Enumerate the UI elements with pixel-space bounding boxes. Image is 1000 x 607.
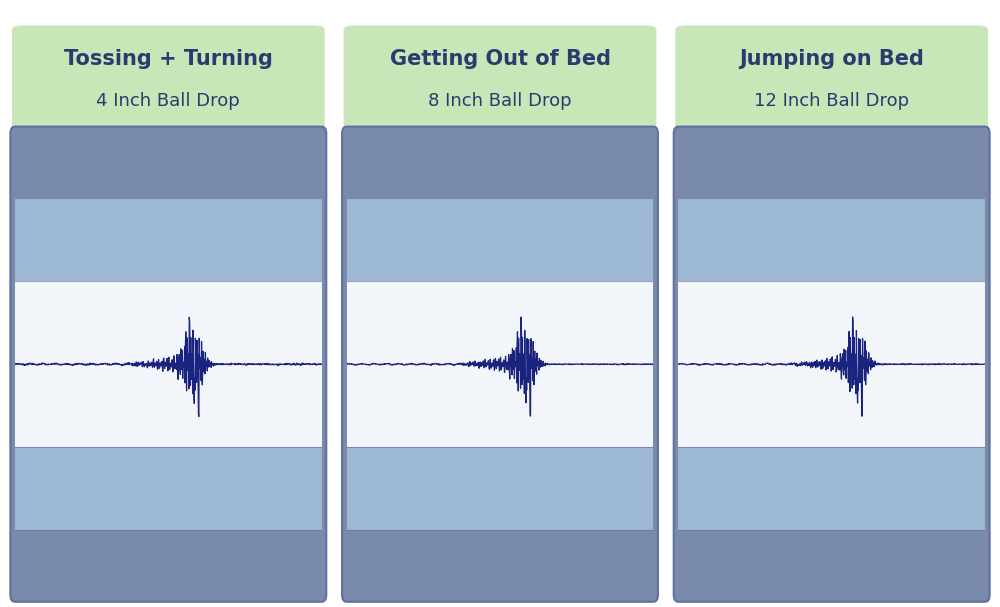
Text: Tossing + Turning: Tossing + Turning — [64, 49, 273, 69]
Bar — [15, 134, 322, 198]
FancyBboxPatch shape — [344, 25, 656, 129]
Bar — [678, 447, 985, 531]
FancyBboxPatch shape — [674, 127, 990, 602]
Bar — [678, 531, 985, 595]
Bar — [15, 531, 322, 595]
Bar — [678, 134, 985, 198]
Text: 12 Inch Ball Drop: 12 Inch Ball Drop — [754, 92, 909, 110]
Text: 8 Inch Ball Drop: 8 Inch Ball Drop — [428, 92, 572, 110]
Text: 4 Inch Ball Drop: 4 Inch Ball Drop — [96, 92, 240, 110]
Text: Getting Out of Bed: Getting Out of Bed — [390, 49, 610, 69]
Bar — [347, 447, 653, 531]
Bar — [678, 281, 985, 447]
Bar — [15, 447, 322, 531]
Bar — [15, 281, 322, 447]
FancyBboxPatch shape — [342, 127, 658, 602]
Bar — [15, 198, 322, 281]
Text: Jumping on Bed: Jumping on Bed — [739, 49, 924, 69]
Bar — [678, 198, 985, 281]
FancyBboxPatch shape — [12, 25, 325, 129]
FancyBboxPatch shape — [675, 25, 988, 129]
FancyBboxPatch shape — [10, 127, 326, 602]
Bar — [347, 198, 653, 281]
Bar — [347, 134, 653, 198]
Bar — [347, 281, 653, 447]
Bar — [347, 531, 653, 595]
